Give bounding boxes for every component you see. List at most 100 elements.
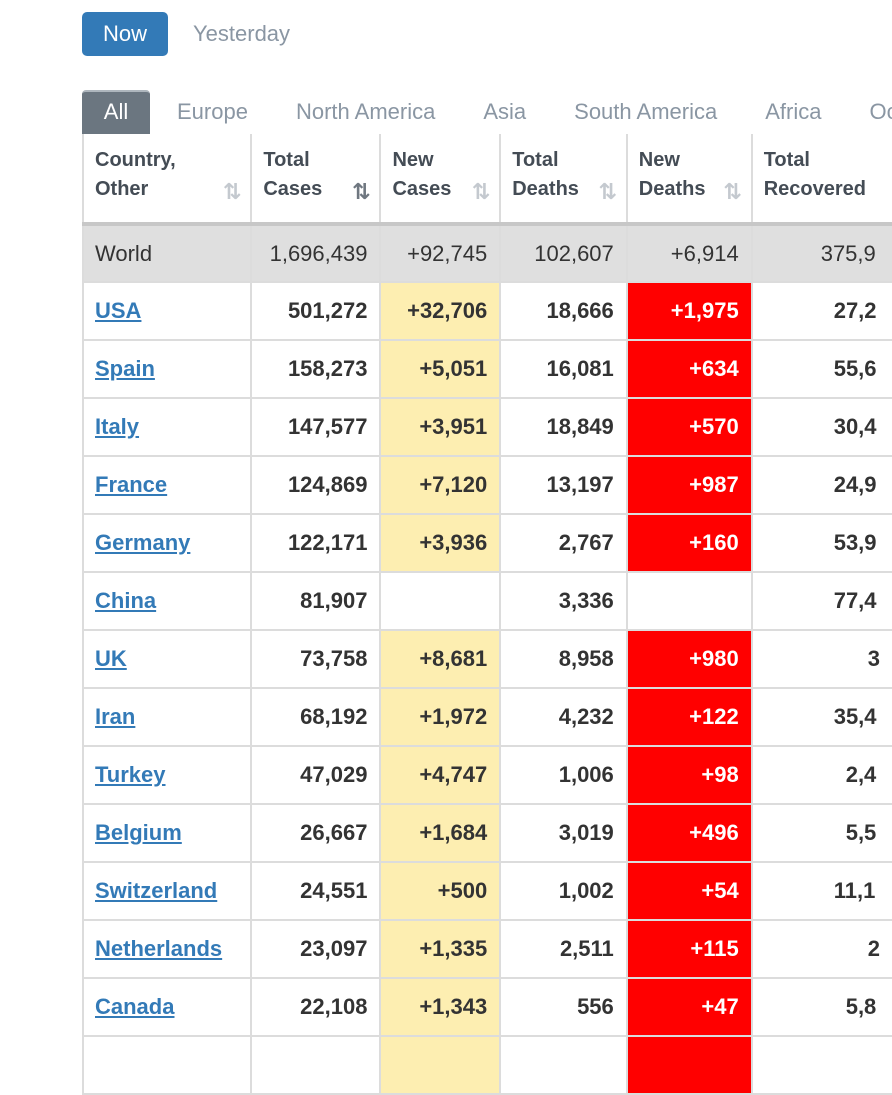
tab-africa[interactable]: Africa (765, 99, 822, 124)
tab-north-america[interactable]: North America (295, 99, 436, 124)
country-link[interactable]: USA (95, 298, 142, 323)
col-header-label: Total (263, 149, 310, 171)
country-cell: Spain (81, 340, 252, 399)
country-link[interactable]: Switzerland (95, 878, 218, 903)
new-deaths-cell: +47 (625, 978, 752, 1037)
col-header-country[interactable]: Country, Other ⇅ (81, 134, 252, 226)
total-recovered-cell: 30,4 (750, 398, 892, 457)
country-link[interactable]: Belgium (95, 820, 182, 845)
world-new-cases: +92,745 (379, 224, 501, 283)
world-row: World 1,696,439 +92,745 102,607 +6,914 3… (81, 224, 892, 283)
yesterday-button[interactable]: Yesterday (193, 21, 291, 46)
col-header-total-cases[interactable]: Total Cases ⇅ (250, 134, 381, 226)
world-total-cases: 1,696,439 (250, 224, 381, 283)
col-header-new-cases[interactable]: New Cases ⇅ (379, 134, 501, 226)
col-header-label: Total (763, 149, 810, 171)
total-cases-cell: 81,907 (250, 572, 381, 631)
sort-icon[interactable]: ⇅ (723, 179, 742, 204)
tab-south-america[interactable]: South America (574, 99, 718, 124)
country-link[interactable]: Iran (95, 704, 136, 729)
new-deaths-cell: +54 (625, 862, 752, 921)
world-name: World (81, 224, 252, 283)
sort-desc-icon[interactable]: ⇅ (352, 179, 371, 204)
table-row: Netherlands 23,097 +1,335 2,511 +115 2 (81, 920, 892, 979)
col-header-total-recovered[interactable]: Total Recovered (750, 134, 892, 226)
tab-europe[interactable]: Europe (177, 99, 248, 124)
now-button[interactable]: Now (82, 12, 168, 56)
table-row: Spain 158,273 +5,051 16,081 +634 55,6 (81, 340, 892, 399)
new-cases-cell (379, 572, 501, 631)
total-cases-cell: 23,097 (250, 920, 381, 979)
col-header-label: Other (95, 178, 149, 200)
total-deaths-cell: 16,081 (499, 340, 627, 399)
country-link[interactable]: Germany (95, 530, 191, 555)
recovered-value: 30,4 (833, 414, 877, 439)
country-cell: UK (81, 630, 252, 689)
total-cases-cell: 24,551 (250, 862, 381, 921)
total-deaths-cell (499, 1036, 627, 1095)
col-header-label: Deaths (638, 178, 706, 200)
recovered-value: 375,9 (820, 240, 876, 266)
total-recovered-cell: 53,9 (750, 514, 892, 573)
new-deaths-cell: +987 (625, 456, 752, 515)
total-recovered-cell: 2 (750, 920, 892, 979)
table-row: Switzerland 24,551 +500 1,002 +54 11,1 (81, 862, 892, 921)
col-header-label: Recovered (763, 178, 866, 200)
country-cell: Italy (81, 398, 252, 457)
country-cell: Netherlands (81, 920, 252, 979)
recovered-value: 5,5 (845, 820, 877, 845)
table-row: USA 501,272 +32,706 18,666 +1,975 27,2 (81, 282, 892, 341)
new-deaths-cell: +115 (625, 920, 752, 979)
total-cases-cell: 26,667 (250, 804, 381, 863)
region-tabs: All Europe North America Asia South Amer… (82, 90, 892, 134)
world-total-recovered: 375,9 (750, 224, 892, 283)
new-cases-cell: +1,335 (379, 920, 501, 979)
new-deaths-cell: +980 (625, 630, 752, 689)
recovered-value: 5,8 (845, 994, 877, 1019)
sort-icon[interactable]: ⇅ (471, 179, 491, 204)
country-link[interactable]: France (95, 472, 168, 497)
new-cases-cell: +7,120 (379, 456, 501, 515)
total-deaths-cell: 2,767 (499, 514, 627, 573)
country-link[interactable]: Canada (95, 994, 175, 1019)
total-deaths-cell: 1,002 (499, 862, 627, 921)
recovered-value: 24,9 (833, 472, 877, 497)
world-total-deaths: 102,607 (499, 224, 627, 283)
tab-asia[interactable]: Asia (483, 99, 527, 124)
country-link[interactable]: Spain (95, 356, 155, 381)
country-link[interactable]: Italy (95, 414, 140, 439)
country-cell: Turkey (81, 746, 252, 805)
tab-all[interactable]: All (82, 90, 150, 134)
total-deaths-cell: 556 (499, 978, 627, 1037)
total-deaths-cell: 3,336 (499, 572, 627, 631)
total-recovered-cell (750, 1036, 892, 1095)
col-header-new-deaths[interactable]: New Deaths ⇅ (625, 134, 752, 226)
recovered-value: 27,2 (833, 298, 877, 323)
new-cases-cell: +500 (379, 862, 501, 921)
new-deaths-cell: +122 (625, 688, 752, 747)
total-cases-cell: 147,577 (250, 398, 381, 457)
col-header-total-deaths[interactable]: Total Deaths ⇅ (499, 134, 627, 226)
new-deaths-cell: +570 (625, 398, 752, 457)
new-cases-cell (379, 1036, 501, 1095)
total-cases-cell: 73,758 (250, 630, 381, 689)
new-cases-cell: +3,951 (379, 398, 501, 457)
recovered-value: 11,1 (833, 878, 876, 903)
country-link[interactable]: China (95, 588, 157, 613)
total-recovered-cell: 24,9 (750, 456, 892, 515)
total-cases-cell: 22,108 (250, 978, 381, 1037)
sort-icon[interactable]: ⇅ (598, 179, 617, 204)
tab-oceania[interactable]: Oceania (869, 99, 892, 124)
country-link[interactable]: Turkey (95, 762, 166, 787)
country-cell: Iran (81, 688, 252, 747)
recovered-value: 2 (867, 936, 880, 961)
new-cases-cell: +5,051 (379, 340, 501, 399)
total-deaths-cell: 2,511 (499, 920, 627, 979)
country-link[interactable]: Netherlands (95, 936, 223, 961)
world-new-deaths: +6,914 (625, 224, 752, 283)
sort-icon[interactable]: ⇅ (222, 179, 242, 204)
table-row: UK 73,758 +8,681 8,958 +980 3 (81, 630, 892, 689)
new-cases-cell: +1,684 (379, 804, 501, 863)
table-row: Belgium 26,667 +1,684 3,019 +496 5,5 (81, 804, 892, 863)
country-link[interactable]: UK (95, 646, 127, 671)
